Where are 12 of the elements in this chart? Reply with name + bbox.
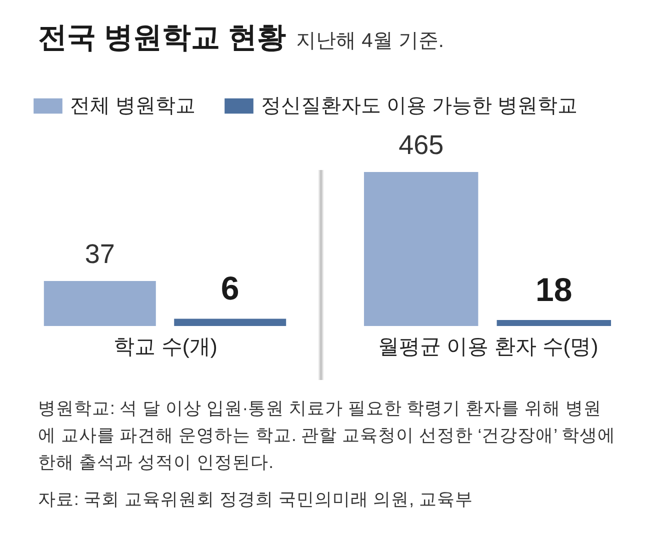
data-label: 37 [84, 239, 115, 269]
text: 자료: 국회 교육위원회 정경희 국민의미래 의원, 교육부 [38, 488, 474, 511]
legend-label: 정신질환자도 이용 가능한 병원학교 [261, 95, 578, 117]
legend-label: 전체 병원학교 [70, 95, 196, 117]
chart-title: 전국 병원학교 현황 [38, 22, 286, 54]
data-label: 6 [220, 270, 240, 307]
x-axis-title: 학교 수(개) [114, 336, 218, 358]
data-label: 465 [398, 130, 444, 160]
text: 지난해 4월 기준. [296, 30, 444, 52]
data-label: 18 [536, 271, 572, 308]
text: 병원학교: 석 달 이상 입원·통원 치료가 필요한 학령기 환자를 위해 병원에 교사를 파견해 운영하는 학교. 관할 교육청이 선정한 ‘건강장애’ 학생에 한해 출석과 성적이 인정된다. [38, 397, 617, 474]
x-axis-title: 월평균 이용 환자 수(명) [378, 336, 598, 358]
